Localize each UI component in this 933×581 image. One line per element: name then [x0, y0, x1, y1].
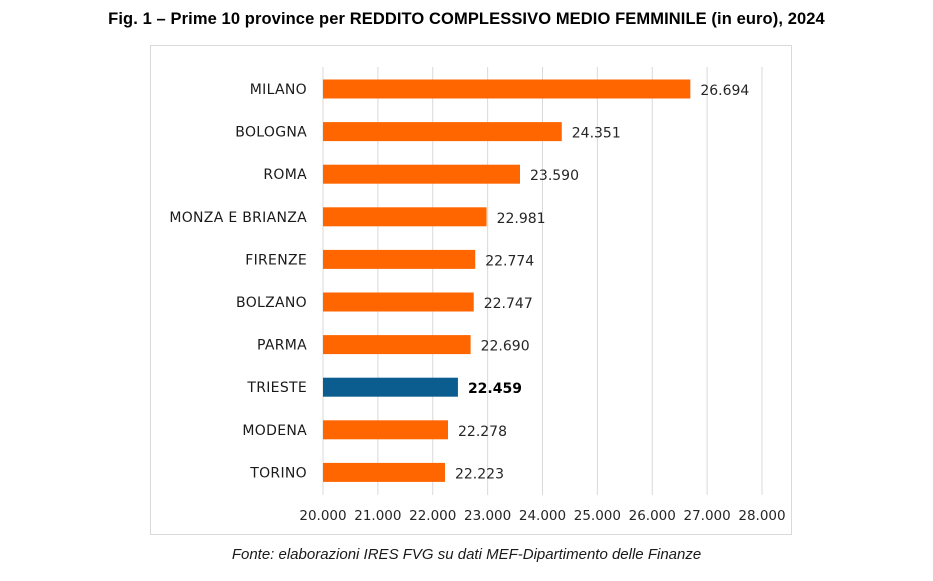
bar-bologna	[323, 122, 562, 142]
category-label: FIRENZE	[245, 252, 307, 268]
x-tick-label: 24.000	[519, 508, 566, 524]
bar-milano	[323, 79, 691, 99]
x-tick-label: 23.000	[464, 508, 511, 524]
x-tick-label: 21.000	[354, 508, 401, 524]
value-label: 22.981	[497, 211, 546, 227]
value-label: 22.278	[458, 424, 507, 440]
x-tick-label: 20.000	[299, 508, 346, 524]
bar-roma	[323, 164, 521, 184]
category-label: BOLOGNA	[235, 125, 307, 141]
bar-trieste	[323, 377, 458, 397]
value-label: 23.590	[530, 168, 579, 184]
category-label: BOLZANO	[236, 295, 307, 311]
bars	[323, 79, 691, 482]
bar-firenze	[323, 249, 476, 269]
value-label: 22.690	[481, 339, 530, 355]
bar-parma	[323, 335, 471, 355]
value-label: 22.223	[455, 466, 504, 482]
x-tick-label: 27.000	[684, 508, 731, 524]
x-axis-tick-labels: 20.000 21.000 22.000 23.000 24.000 25.000 26.0…	[299, 508, 785, 524]
value-label: 26.694	[700, 83, 749, 99]
category-label: TORINO	[249, 465, 307, 481]
x-tick-label: 22.000	[409, 508, 456, 524]
bar-modena	[323, 420, 449, 440]
x-tick-label: 28.000	[738, 508, 785, 524]
value-label: 22.774	[485, 253, 534, 269]
category-label: MONZA E BRIANZA	[169, 210, 307, 226]
bar-monza-e-brianza	[323, 207, 487, 227]
x-tick-label: 26.000	[629, 508, 676, 524]
category-label: MODENA	[242, 423, 307, 439]
figure-title: Fig. 1 – Prime 10 province per REDDITO C…	[108, 10, 825, 28]
category-label: ROMA	[263, 167, 307, 183]
category-label: MILANO	[250, 82, 307, 98]
value-labels: 26.694 24.351 23.590 22.981 22.774 22.747 22.6…	[455, 83, 749, 482]
category-label: TRIESTE	[246, 380, 307, 396]
chart-frame	[150, 45, 792, 535]
value-label: 24.351	[572, 126, 621, 142]
category-label: PARMA	[257, 338, 307, 354]
bar-torino	[323, 462, 445, 482]
category-labels: MILANO BOLOGNA ROMA MONZA E BRIANZA FIRENZE B…	[169, 82, 307, 481]
x-tick-label: 25.000	[574, 508, 621, 524]
value-label: 22.459	[468, 381, 522, 397]
source-note: Fonte: elaborazioni IRES FVG su dati MEF…	[231, 546, 702, 563]
bar-bolzano	[323, 292, 474, 312]
value-label: 22.747	[484, 296, 533, 312]
